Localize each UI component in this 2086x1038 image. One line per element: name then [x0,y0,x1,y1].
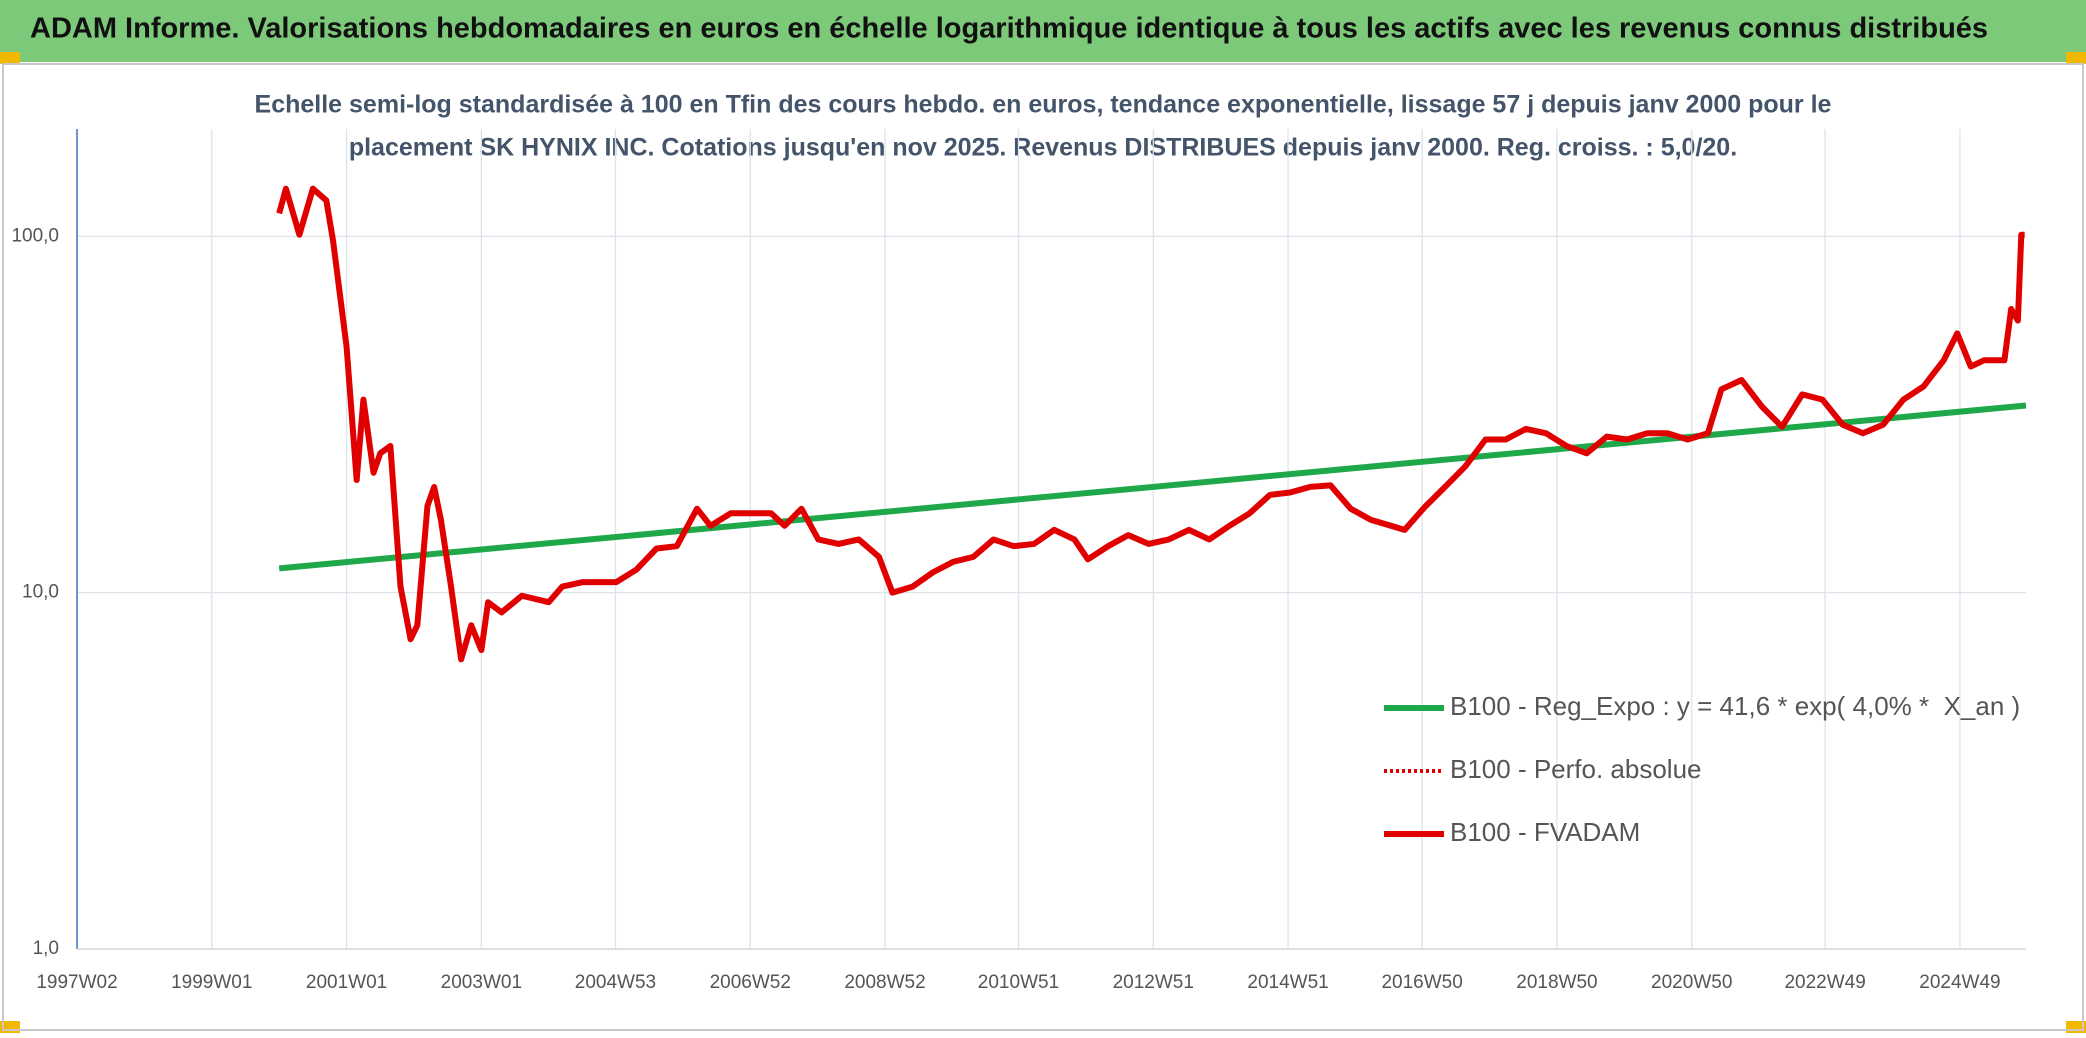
x-tick-label: 2024W49 [1919,972,2000,993]
x-tick-label: 2008W52 [844,972,925,993]
legend-label: B100 - Reg_Expo : y = 41,6 * exp( 4,0% *… [1450,691,2020,721]
x-tick-label: 2004W53 [575,972,656,993]
x-tick-label: 2012W51 [1113,972,1194,993]
grid: 1997W02 1999W01 2001W01 2003W01 2004W53 2006W… [11,129,2026,993]
y-tick-label: 1,0 [33,938,59,959]
x-tick-label: 1997W02 [36,972,117,993]
x-tick-label: 2020W50 [1651,972,1732,993]
x-tick-label: 2018W50 [1516,972,1597,993]
y-tick-label: 10,0 [22,582,59,603]
legend: B100 - Reg_Expo : y = 41,6 * exp( 4,0% *… [1384,691,2020,847]
x-tick-label: 2010W51 [978,972,1059,993]
x-tick-label: 2001W01 [306,972,387,993]
header-band [0,0,2086,62]
frame [2,63,2084,1031]
subtitle: placement SK HYNIX INC. Cotations jusqu'… [349,134,1737,162]
x-tick-label: 2014W51 [1247,972,1328,993]
series-line [278,402,2027,572]
x-tick-label: 2003W01 [441,972,522,993]
subtitle: Echelle semi-log standardisée à 100 en T… [255,91,1832,119]
legend-label: B100 - Perfo. absolue [1450,754,1702,784]
plot [276,185,2027,663]
x-tick-label: 1999W01 [171,972,252,993]
corner [0,52,20,64]
corner [2066,52,2086,64]
x-tick-label: 2016W50 [1381,972,1462,993]
y-tick-label: 100,0 [11,225,59,246]
header-title: ADAM Informe. Valorisations hebdomadaire… [30,13,1988,45]
x-tick-label: 2022W49 [1784,972,1865,993]
legend-label: B100 - FVADAM [1450,817,1640,847]
series-line [276,185,2025,663]
x-tick-label: 2006W52 [710,972,791,993]
